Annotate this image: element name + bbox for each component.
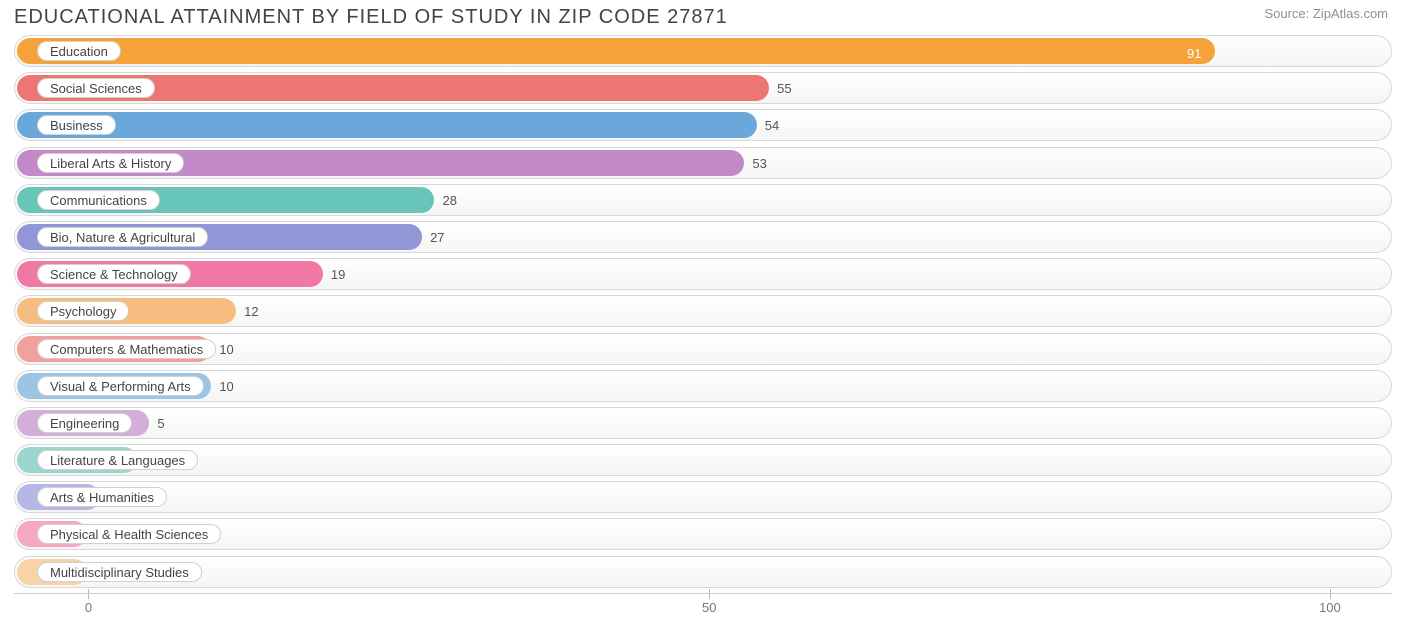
axis-tick-label: 0: [85, 600, 92, 615]
bar-fill: [17, 112, 757, 138]
value-label: 28: [442, 185, 456, 217]
value-label: 53: [752, 148, 766, 180]
category-label: Visual & Performing Arts: [37, 376, 204, 396]
bar-row: Multidisciplinary Studies0: [14, 556, 1392, 588]
value-label: 91: [1187, 38, 1201, 70]
bar-row: Arts & Humanities1: [14, 481, 1392, 513]
bar-row: 91Education: [14, 35, 1392, 67]
category-label: Liberal Arts & History: [37, 153, 184, 173]
category-label: Computers & Mathematics: [37, 339, 216, 359]
bar-row: Bio, Nature & Agricultural 27: [14, 221, 1392, 253]
chart-source: Source: ZipAtlas.com: [1264, 6, 1388, 21]
value-label: 54: [765, 110, 779, 142]
category-label: Communications: [37, 190, 160, 210]
chart-plot-area: 91EducationSocial Sciences55Business54Li…: [0, 31, 1406, 588]
bar-row: Social Sciences 55: [14, 72, 1392, 104]
category-label: Arts & Humanities: [37, 487, 167, 507]
axis-tick: [1330, 589, 1331, 599]
bar-row: Psychology 12: [14, 295, 1392, 327]
axis-tick: [709, 589, 710, 599]
category-label: Science & Technology: [37, 264, 191, 284]
bar-row: Communications 28: [14, 184, 1392, 216]
category-label: Literature & Languages: [37, 450, 198, 470]
chart-title: Educational Attainment by Field of Study…: [14, 6, 728, 29]
value-label: 19: [331, 259, 345, 291]
bar-row: Business 54: [14, 109, 1392, 141]
category-label: Psychology: [37, 301, 129, 321]
axis-tick-label: 100: [1319, 600, 1341, 615]
bar-row: Liberal Arts & History 53: [14, 147, 1392, 179]
bar-row: Physical & Health Sciences0: [14, 518, 1392, 550]
bar-row: Visual & Performing Arts 10: [14, 370, 1392, 402]
chart-header: Educational Attainment by Field of Study…: [0, 0, 1406, 31]
category-label: Physical & Health Sciences: [37, 524, 221, 544]
category-label: Engineering: [37, 413, 132, 433]
category-label: Education: [37, 41, 121, 61]
category-label: Business: [37, 115, 116, 135]
bar-row: Literature & Languages4: [14, 444, 1392, 476]
value-label: 5: [157, 408, 164, 440]
value-label: 12: [244, 296, 258, 328]
value-label: 55: [777, 73, 791, 105]
bar-row: Engineering 5: [14, 407, 1392, 439]
value-label: 27: [430, 222, 444, 254]
bar-row: Science & Technology 19: [14, 258, 1392, 290]
category-label: Social Sciences: [37, 78, 155, 98]
value-label: 10: [219, 334, 233, 366]
value-label: 10: [219, 371, 233, 403]
bar-fill: 91: [17, 38, 1215, 64]
x-axis: 0 50 100: [14, 593, 1392, 623]
axis-tick-label: 50: [702, 600, 716, 615]
axis-tick: [88, 589, 89, 599]
category-label: Multidisciplinary Studies: [37, 562, 202, 582]
category-label: Bio, Nature & Agricultural: [37, 227, 208, 247]
bar-row: Computers & Mathematics10: [14, 333, 1392, 365]
